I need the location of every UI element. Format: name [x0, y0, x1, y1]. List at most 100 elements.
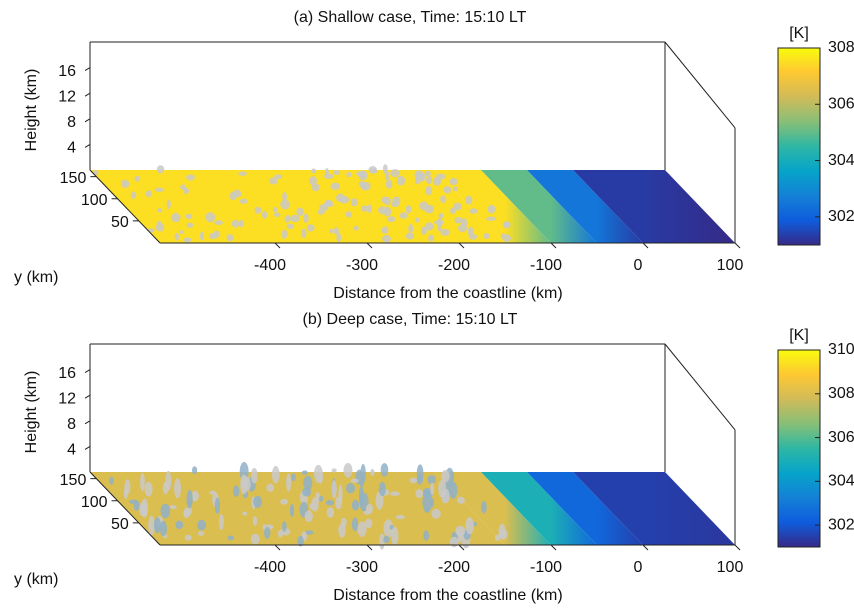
z-tick-label: 8: [67, 114, 76, 131]
x-tick-label: -400: [254, 559, 286, 576]
cloud: [365, 503, 373, 514]
cloud: [214, 220, 223, 225]
cloud: [242, 476, 251, 492]
cloud: [380, 463, 389, 477]
cloud: [494, 534, 501, 542]
cloud: [186, 489, 193, 509]
cloud: [303, 475, 313, 491]
cloud: [274, 174, 283, 180]
cloud: [336, 193, 345, 203]
cloud: [333, 227, 339, 235]
y-tick-label: 50: [111, 516, 129, 533]
cloud: [455, 525, 466, 537]
cloud: [309, 176, 317, 186]
cloud: [232, 485, 240, 497]
cloud: [350, 478, 359, 483]
x-tick: [274, 544, 281, 551]
cloud: [387, 216, 396, 223]
cloud: [232, 189, 242, 198]
cloud: [281, 229, 288, 239]
colorbar-label: [K]: [789, 327, 809, 344]
z-tick-label: 16: [58, 365, 76, 382]
cloud: [209, 232, 216, 240]
cloud: [296, 207, 304, 217]
cloud: [238, 220, 244, 228]
cloud: [378, 481, 386, 497]
cloud: [336, 232, 342, 243]
cloud: [385, 179, 393, 189]
cloud: [162, 481, 169, 495]
cloud: [464, 195, 473, 205]
cloud: [441, 488, 450, 504]
cloud: [356, 171, 366, 177]
cloud: [391, 526, 399, 546]
y-tick-label: 100: [81, 494, 108, 511]
cloud: [357, 521, 367, 537]
x-tick-label: -100: [530, 559, 562, 576]
cloud: [141, 498, 149, 518]
x-tick: [458, 544, 465, 551]
cloud: [361, 205, 369, 212]
cloud: [214, 497, 221, 514]
cloud: [425, 185, 433, 196]
colorbar-tick-label: 308: [828, 385, 854, 402]
x-tick: [734, 242, 741, 249]
cloud: [424, 222, 434, 231]
cloud: [155, 223, 165, 232]
cloud: [145, 190, 153, 198]
cloud: [383, 535, 390, 544]
cloud: [133, 500, 140, 511]
cloud: [426, 175, 433, 185]
chart-title: (a) Shallow case, Time: 15:10 LT: [294, 9, 527, 26]
x-tick: [734, 544, 741, 551]
x-tick-label: -400: [254, 257, 286, 274]
cloud: [311, 168, 317, 174]
cloud: [427, 474, 436, 485]
cloud: [169, 504, 177, 510]
cloud: [231, 219, 240, 228]
colorbar: [777, 47, 821, 246]
cloud: [186, 174, 195, 181]
cloud: [289, 503, 295, 517]
cloud: [92, 170, 99, 176]
cloud: [381, 196, 388, 204]
cloud: [381, 226, 389, 234]
cloud: [481, 501, 487, 514]
cloud: [345, 211, 352, 218]
surface-strip: [573, 170, 735, 243]
cloud: [343, 462, 353, 478]
colorbar-tick-label: 302: [828, 208, 854, 225]
colorbar: [777, 349, 821, 548]
cloud: [159, 520, 168, 537]
cloud: [432, 177, 441, 186]
z-tick: [84, 143, 91, 148]
cloud: [385, 171, 390, 181]
cloud: [302, 487, 312, 497]
x-tick-label: -100: [530, 257, 562, 274]
colorbar-tick-label: 308: [828, 39, 854, 56]
cloud: [303, 213, 309, 223]
cloud: [353, 225, 359, 231]
surface-strip: [481, 472, 597, 545]
cloud: [205, 212, 216, 223]
box-edge: [664, 41, 736, 129]
cloud: [144, 481, 153, 497]
cloud: [414, 176, 421, 185]
cloud: [351, 499, 360, 511]
cloud: [333, 170, 341, 176]
cloud: [395, 515, 405, 520]
z-tick: [84, 369, 91, 374]
cloud: [166, 199, 171, 210]
cloud: [438, 212, 444, 219]
cloud: [375, 491, 384, 510]
cloud: [419, 201, 429, 211]
x-tick: [642, 242, 649, 249]
cloud: [449, 177, 458, 186]
cloud: [383, 519, 394, 538]
y-tick-label: 50: [111, 214, 129, 231]
cloud: [183, 237, 192, 243]
cloud: [273, 212, 281, 218]
x-tick-label: 0: [634, 257, 643, 274]
cloud: [449, 536, 459, 548]
cloud: [286, 223, 295, 230]
